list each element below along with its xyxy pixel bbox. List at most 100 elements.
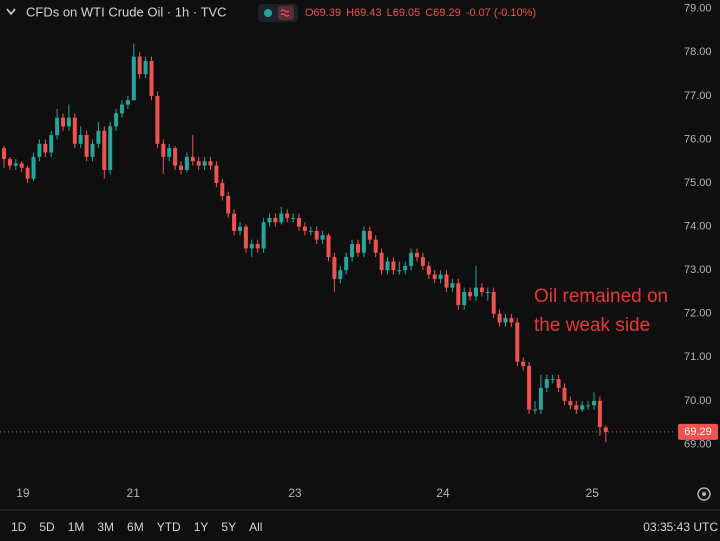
candle-body [31, 156, 36, 179]
candle-body [84, 135, 89, 157]
wave [280, 9, 290, 17]
range-button[interactable]: 1D [11, 520, 27, 534]
candle-body [314, 230, 319, 240]
candle-body [320, 235, 325, 240]
candle-body [108, 126, 113, 170]
range-button[interactable]: 1Y [194, 520, 209, 534]
candle-body [597, 400, 602, 428]
candle-body [532, 409, 537, 411]
candle-body [297, 217, 302, 227]
candle-body [332, 257, 337, 279]
candle-body [161, 143, 166, 157]
candle-body [456, 283, 461, 306]
candle-body [49, 135, 54, 153]
settings-icon[interactable] [697, 487, 711, 501]
candle-body [90, 143, 95, 157]
candle-body [344, 257, 349, 271]
candle-body [574, 405, 579, 410]
y-tick-label: 74.00 [684, 221, 712, 233]
candle-body [179, 165, 184, 170]
candle-body [403, 265, 408, 271]
candle-body [550, 379, 555, 381]
candle-body [527, 366, 532, 410]
candle-body [385, 261, 390, 271]
candle-body [131, 56, 136, 101]
range-button[interactable]: 3M [97, 520, 114, 534]
candle-body [55, 117, 60, 136]
range-button[interactable]: 5Y [221, 520, 236, 534]
candle-body [13, 163, 18, 166]
candle-body [19, 163, 24, 168]
candle-body [444, 274, 449, 288]
candle-body [562, 387, 567, 401]
candle-body [479, 287, 484, 292]
x-tick-label: 19 [16, 486, 30, 500]
x-tick-label: 23 [288, 486, 302, 500]
candle-body [556, 379, 561, 388]
candle-body [261, 222, 266, 249]
candle-body [515, 322, 520, 362]
candle-body [591, 400, 596, 406]
ohlc-value: C69.29 [425, 7, 460, 19]
y-tick-label: 72.00 [684, 308, 712, 320]
x-tick-label: 25 [586, 486, 600, 500]
candle-body [350, 244, 355, 258]
candle-body [586, 405, 591, 407]
candle-body [450, 283, 455, 288]
candle-body [196, 161, 201, 166]
candle-body [420, 257, 425, 266]
candle-body [379, 252, 384, 271]
candle-body [432, 274, 437, 279]
last-price-label: 69.29 [684, 426, 712, 438]
candle-body [521, 361, 526, 367]
candle-body [503, 318, 508, 323]
range-button[interactable]: 5D [39, 520, 55, 534]
candle-body [226, 196, 231, 214]
candle-body [391, 261, 396, 271]
candle-body [155, 95, 160, 144]
candle-body [7, 159, 12, 166]
candle-body [426, 265, 431, 275]
candle-body [143, 61, 148, 75]
candle-body [249, 244, 254, 249]
range-button[interactable]: YTD [157, 520, 181, 534]
candle-body [167, 148, 172, 157]
annotation: Oil remained on [534, 286, 668, 307]
candle-body [291, 217, 296, 219]
collapse-icon[interactable] [6, 8, 16, 16]
y-tick-label: 75.00 [684, 177, 712, 189]
candle-body [202, 161, 207, 166]
candle-body [468, 291, 473, 297]
candle-body [61, 117, 66, 127]
candle-body [285, 213, 290, 218]
candle-body [273, 217, 278, 223]
clock: 03:35:43 UTC [643, 520, 718, 534]
chart-title: CFDs on WTI Crude Oil · 1h · TVC [26, 4, 227, 19]
range-button[interactable]: 1M [68, 520, 85, 534]
candle-body [72, 117, 77, 144]
candle-body [149, 61, 154, 96]
y-tick-label: 79.00 [684, 3, 712, 15]
candle-body [473, 287, 478, 297]
candle-body [361, 230, 366, 253]
candle-body [208, 161, 213, 166]
candle-body [220, 183, 225, 197]
candle-body [255, 244, 260, 249]
candle-body [114, 113, 119, 127]
candle-body [2, 148, 7, 160]
candle-body [509, 318, 514, 323]
y-tick-label: 71.00 [684, 351, 712, 363]
candle-body [137, 56, 142, 75]
candle-body [338, 270, 343, 279]
ohlc-value: L69.05 [387, 7, 421, 19]
candle-body [373, 239, 378, 253]
candle-body [190, 156, 195, 162]
y-tick-label: 73.00 [684, 264, 712, 276]
candle-body [102, 130, 107, 170]
range-button[interactable]: 6M [127, 520, 144, 534]
candle-body [173, 148, 178, 166]
candle-body [96, 130, 101, 144]
candle-body [25, 167, 30, 179]
range-button[interactable]: All [249, 520, 262, 534]
